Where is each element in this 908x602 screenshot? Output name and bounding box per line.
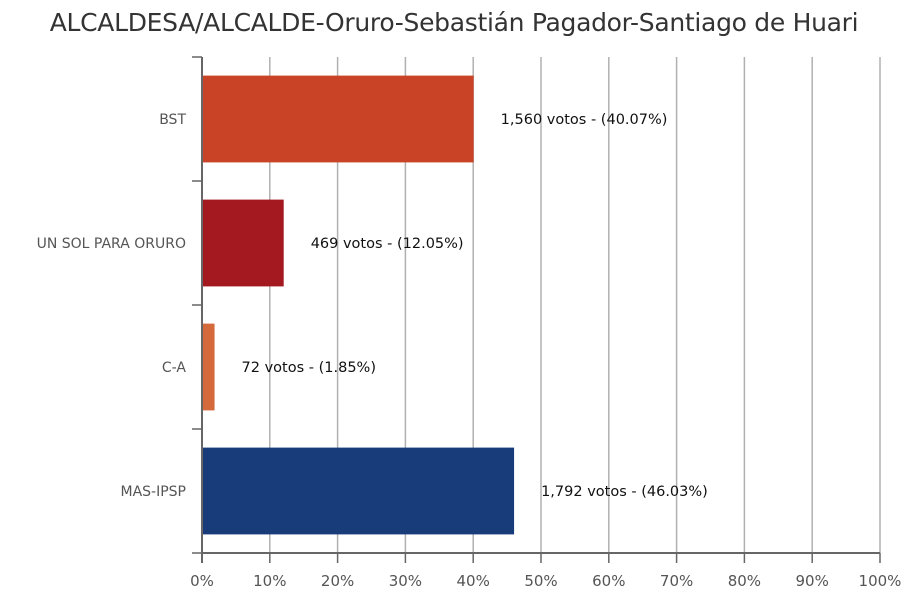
category-label: C-A <box>162 360 187 376</box>
x-tick-label: 20% <box>321 572 354 590</box>
bar-un-sol-para-oruro <box>202 199 284 287</box>
bar-mas-ipsp <box>202 447 515 535</box>
x-tick-label: 0% <box>190 572 214 590</box>
x-tick-label: 50% <box>524 572 557 590</box>
data-label: 1,792 votos - (46.03%) <box>541 484 708 500</box>
category-label: UN SOL PARA ORURO <box>37 236 186 252</box>
x-tick-label: 30% <box>389 572 422 590</box>
category-label: MAS-IPSP <box>121 484 187 500</box>
x-tick-label: 100% <box>859 572 902 590</box>
chart-title: ALCALDESA/ALCALDE-Oruro-Sebastián Pagado… <box>49 8 859 37</box>
x-tick-label: 10% <box>253 572 286 590</box>
data-label: 72 votos - (1.85%) <box>242 360 376 376</box>
x-tick-label: 40% <box>457 572 490 590</box>
bar-c-a <box>202 323 215 411</box>
category-label: BST <box>159 112 186 128</box>
x-tick-label: 80% <box>728 572 761 590</box>
data-label: 469 votos - (12.05%) <box>311 236 464 252</box>
data-label: 1,560 votos - (40.07%) <box>501 112 668 128</box>
x-tick-label: 60% <box>592 572 625 590</box>
bar-bst <box>202 75 474 163</box>
x-tick-label: 90% <box>796 572 829 590</box>
x-tick-label: 70% <box>660 572 693 590</box>
